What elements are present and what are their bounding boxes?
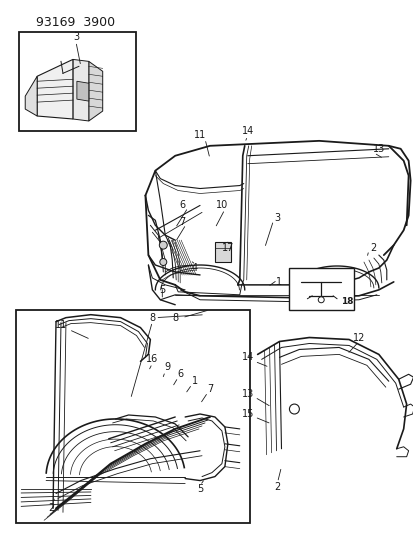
Text: 13: 13: [372, 144, 384, 154]
Polygon shape: [73, 59, 88, 121]
Text: 8: 8: [172, 313, 178, 322]
Text: 9: 9: [164, 362, 170, 373]
Text: 16: 16: [146, 354, 158, 365]
Polygon shape: [77, 81, 88, 101]
Circle shape: [159, 259, 166, 265]
Text: 14: 14: [241, 352, 253, 362]
Text: 1: 1: [276, 277, 282, 287]
Text: 12: 12: [352, 333, 364, 343]
Polygon shape: [25, 76, 37, 116]
Text: 11: 11: [55, 320, 67, 329]
Text: 18: 18: [340, 297, 352, 306]
Text: 17: 17: [221, 243, 233, 253]
Bar: [214, 242, 230, 262]
Text: 7: 7: [206, 384, 213, 394]
Text: 93169  3900: 93169 3900: [36, 15, 115, 29]
Text: 15: 15: [241, 409, 253, 419]
Text: 8: 8: [149, 313, 155, 322]
Text: 3: 3: [274, 213, 280, 223]
Polygon shape: [37, 59, 73, 119]
Text: 5: 5: [197, 483, 203, 494]
Text: 5: 5: [159, 285, 165, 295]
Text: 1: 1: [192, 376, 198, 386]
Text: 3: 3: [73, 31, 79, 42]
Circle shape: [159, 241, 167, 249]
Text: 7: 7: [178, 217, 185, 227]
Polygon shape: [88, 61, 102, 121]
Bar: [289, 268, 353, 310]
Bar: [16, 310, 249, 523]
Text: 6: 6: [177, 369, 183, 379]
Text: 13: 13: [241, 389, 253, 399]
Bar: [19, 31, 136, 131]
Circle shape: [289, 404, 299, 414]
Text: 2: 2: [274, 481, 280, 491]
Text: 14: 14: [241, 126, 253, 136]
Text: 10: 10: [215, 200, 228, 211]
Text: 2: 2: [370, 243, 376, 253]
Circle shape: [318, 297, 323, 303]
Text: 11: 11: [193, 130, 206, 140]
Text: 4: 4: [192, 263, 198, 273]
Text: 6: 6: [179, 200, 185, 211]
Text: 2: 2: [48, 503, 54, 513]
